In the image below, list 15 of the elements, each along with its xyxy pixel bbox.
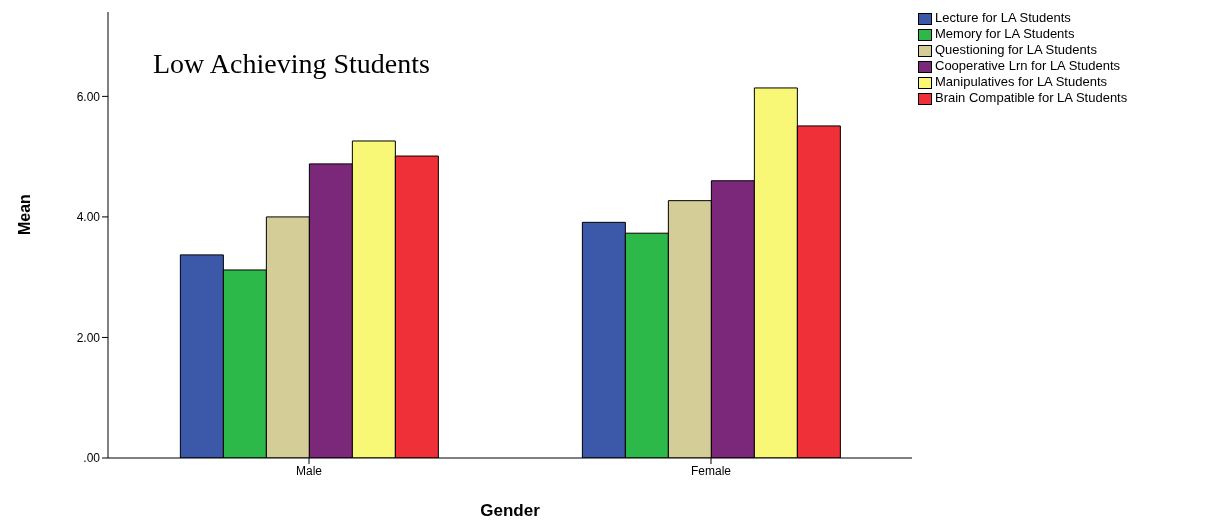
y-tick-label: 2.00 (76, 330, 101, 345)
x-axis-title: Gender (480, 501, 541, 520)
y-axis-title: Mean (15, 194, 33, 235)
x-tick-label: Female (690, 463, 732, 478)
legend-label: Manipulatives for LA Students (935, 74, 1107, 89)
legend-label: Cooperative Lrn for LA Students (935, 58, 1121, 73)
y-tick-label: 4.00 (76, 210, 101, 225)
legend-label: Questioning for LA Students (935, 42, 1097, 57)
legend-label: Lecture for LA Students (935, 10, 1071, 25)
y-tick-label: 6.00 (76, 89, 101, 104)
y-tick-label: .00 (83, 451, 101, 466)
legend-label: Brain Compatible for LA Students (935, 90, 1128, 105)
legend-label: Memory for LA Students (935, 26, 1075, 41)
x-tick-label: Male (295, 463, 323, 478)
text: Low Achieving Students (153, 48, 430, 80)
